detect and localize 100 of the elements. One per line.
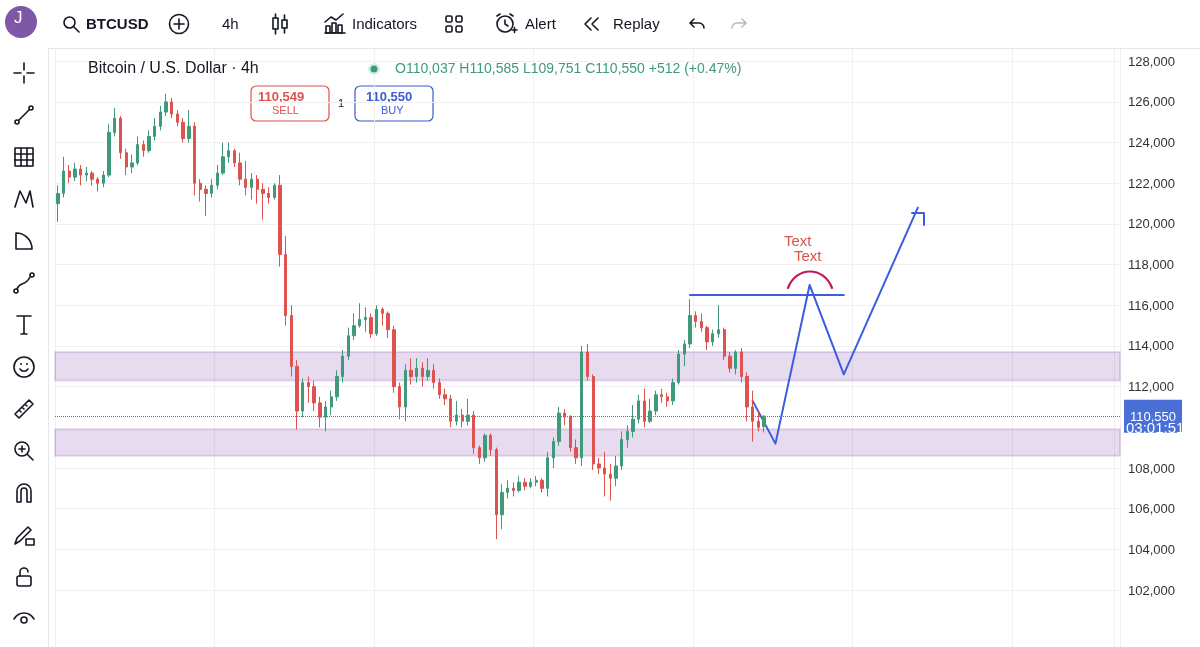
candlestick [478, 445, 481, 465]
candlestick [392, 325, 396, 394]
candlestick [381, 306, 384, 327]
candlestick [654, 390, 658, 416]
candlestick [552, 437, 555, 469]
candlestick [728, 351, 732, 373]
candlestick [90, 170, 94, 186]
candlestick [688, 298, 692, 349]
candlestick [210, 178, 213, 198]
candlestick [335, 369, 339, 402]
candlestick [187, 109, 191, 144]
candlestick [683, 339, 686, 367]
candlestick [495, 447, 498, 540]
candlestick [68, 164, 71, 184]
candlestick [535, 475, 538, 487]
candlestick [278, 174, 282, 268]
candlestick [483, 432, 487, 463]
text: J [14, 8, 23, 28]
candlestick [193, 121, 196, 196]
candlestick [102, 170, 105, 188]
candlestick [643, 388, 646, 428]
candlestick [136, 135, 139, 166]
candlestick [404, 363, 407, 422]
candlestick [540, 477, 544, 493]
candlestick [740, 347, 743, 384]
candlestick [125, 148, 128, 176]
y-tick-label: 126,000 [1128, 94, 1175, 110]
candlestick [592, 373, 595, 471]
candlestick [574, 439, 578, 465]
annotation: Text [794, 247, 822, 264]
candlestick [147, 129, 151, 154]
text: O110,037 H110,585 L109,751 C110,550 +512 (+0.47%) [395, 60, 742, 76]
candlestick [666, 392, 669, 408]
annotation: 110,550 [366, 89, 413, 104]
candlestick [523, 477, 527, 491]
candlestick [694, 310, 697, 329]
y-tick-label: 104,000 [1128, 541, 1175, 557]
candlestick [586, 343, 589, 382]
candlestick [426, 357, 430, 382]
candlestick [216, 164, 219, 190]
candlestick [284, 235, 287, 327]
candlestick [557, 406, 561, 447]
candlestick [386, 310, 390, 339]
candlestick [723, 327, 726, 361]
candlestick [500, 483, 504, 530]
candlestick [677, 349, 680, 386]
candlestick [455, 400, 458, 426]
y-tick-label: 128,000 [1128, 53, 1175, 69]
candlestick [614, 455, 618, 487]
candlestick [569, 414, 572, 453]
y-tick-label: 114,000 [1128, 338, 1175, 354]
candlestick [221, 142, 225, 176]
candlestick [375, 304, 378, 337]
candlestick [432, 363, 435, 390]
y-tick-label: 102,000 [1128, 582, 1175, 598]
candlestick [130, 154, 134, 174]
candlestick [227, 142, 230, 164]
annotation: BUY [381, 104, 404, 116]
candlestick [517, 475, 521, 493]
candlestick [318, 396, 322, 428]
annotation: 110,549 [258, 89, 305, 104]
candlestick [603, 451, 606, 497]
candlestick [438, 378, 441, 400]
candlestick [489, 432, 492, 457]
candlestick [546, 451, 549, 497]
candlestick [73, 162, 77, 182]
candlestick [238, 152, 242, 186]
candlestick [261, 182, 265, 221]
candlestick [107, 123, 111, 178]
text: Alert [525, 15, 556, 32]
candlestick [181, 117, 185, 144]
candlestick [529, 477, 532, 489]
candlestick [398, 382, 401, 420]
candlestick [711, 329, 714, 347]
candlestick [449, 394, 452, 428]
candlestick [757, 410, 760, 432]
candlestick [164, 93, 168, 117]
candlestick [199, 178, 202, 203]
candlestick [267, 186, 270, 205]
y-tick-label: 116,000 [1128, 297, 1175, 313]
candlestick [443, 388, 447, 406]
candlestick [56, 184, 60, 223]
candlestick [637, 394, 640, 424]
candlestick [307, 375, 310, 404]
candlestick [472, 410, 475, 455]
candlestick [341, 349, 344, 384]
candlestick [734, 349, 737, 375]
candlestick [717, 304, 720, 339]
text: Replay [613, 15, 660, 32]
candlestick [620, 430, 623, 471]
candlestick [79, 164, 82, 186]
candlestick [301, 378, 304, 418]
candlestick [330, 390, 333, 416]
y-tick-label: 120,000 [1128, 216, 1175, 232]
candlestick [506, 479, 509, 500]
candlestick [369, 312, 373, 339]
candlestick [347, 327, 350, 361]
candlestick [648, 398, 652, 424]
candlestick [312, 380, 316, 412]
candlestick [256, 174, 259, 205]
